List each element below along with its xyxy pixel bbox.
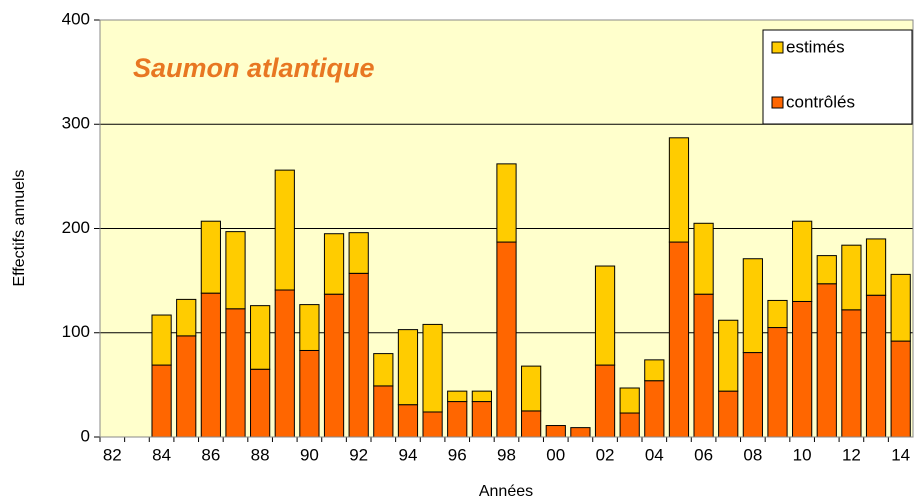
legend-label: contrôlés xyxy=(786,92,855,111)
bar-segment xyxy=(348,232,369,274)
y-tick-label: 0 xyxy=(81,426,90,445)
bar-segment xyxy=(865,238,887,296)
bar-segment xyxy=(521,410,542,438)
bar-segment xyxy=(225,231,246,310)
legend-box xyxy=(762,29,913,125)
bar-segment xyxy=(274,289,295,438)
bar-segment xyxy=(274,169,295,291)
legend-swatch xyxy=(771,96,784,109)
bar-segment xyxy=(176,335,197,438)
bar-segment xyxy=(594,265,616,366)
x-tick-label: 84 xyxy=(152,445,171,464)
bar-segment xyxy=(816,255,837,285)
bar-segment xyxy=(718,390,739,438)
bar-segment xyxy=(742,258,763,354)
bar-segment xyxy=(792,220,813,302)
bar-segment xyxy=(570,427,591,438)
x-tick-label: 06 xyxy=(694,445,713,464)
bar-segment xyxy=(200,220,221,294)
x-tick-label: 04 xyxy=(645,445,664,464)
x-tick-label: 98 xyxy=(497,445,516,464)
bar-segment xyxy=(767,327,788,438)
x-tick-label: 82 xyxy=(103,445,122,464)
plot-border xyxy=(99,19,914,438)
x-tick-label: 90 xyxy=(300,445,319,464)
bar-segment xyxy=(496,163,517,243)
bar-segment xyxy=(323,293,345,438)
bar-segment xyxy=(693,222,714,295)
bar-segment xyxy=(841,309,862,438)
bar-segment xyxy=(250,305,271,370)
chart-title: Saumon atlantique xyxy=(133,53,375,83)
bar-segment xyxy=(644,380,665,438)
bar-segment xyxy=(373,385,394,438)
bar-segment xyxy=(397,329,419,406)
bar-segment xyxy=(816,283,837,438)
bar-segment xyxy=(841,244,862,311)
y-tick-label: 400 xyxy=(62,9,90,28)
bar-segment xyxy=(496,241,517,438)
bar-segment xyxy=(176,298,197,337)
bar-segment xyxy=(619,387,640,414)
bar-segment xyxy=(299,349,320,438)
bar-segment xyxy=(693,293,714,438)
bar-segment xyxy=(718,319,739,392)
bar-segment xyxy=(644,359,665,382)
bar-segment xyxy=(225,308,246,438)
bar-segment xyxy=(865,294,887,438)
bar-segment xyxy=(447,401,468,438)
x-tick-label: 96 xyxy=(448,445,467,464)
bar-segment xyxy=(471,401,492,438)
bar-segment xyxy=(348,272,369,438)
x-tick-label: 00 xyxy=(546,445,565,464)
x-tick-label: 86 xyxy=(201,445,220,464)
bar-segment xyxy=(151,364,172,438)
legend-label: estimés xyxy=(786,37,845,56)
bar-segment xyxy=(299,304,320,351)
bar-segment xyxy=(323,233,345,295)
x-tick-label: 10 xyxy=(793,445,812,464)
bar-segment xyxy=(545,425,566,438)
bar-segment xyxy=(668,241,690,438)
bar-segment xyxy=(250,368,271,438)
bar-segment xyxy=(422,411,443,438)
bar-segment xyxy=(619,412,640,438)
y-axis-label: Effectifs annuels xyxy=(11,169,28,286)
bar-segment xyxy=(471,390,492,403)
x-axis-label: Années xyxy=(479,483,533,500)
x-tick-label: 02 xyxy=(596,445,615,464)
x-tick-label: 94 xyxy=(398,445,417,464)
bar-segment xyxy=(890,340,911,438)
bar-segment xyxy=(200,292,221,438)
legend-swatch xyxy=(771,41,784,54)
bar-segment xyxy=(742,352,763,438)
y-tick-label: 200 xyxy=(62,218,90,237)
bar-segment xyxy=(668,137,690,243)
x-tick-label: 12 xyxy=(842,445,861,464)
bar-segment xyxy=(767,299,788,329)
y-tick-label: 100 xyxy=(62,322,90,341)
bar-segment xyxy=(422,323,443,413)
bar-segment xyxy=(447,390,468,403)
y-tick-label: 300 xyxy=(62,114,90,133)
x-tick-label: 88 xyxy=(251,445,270,464)
x-tick-label: 14 xyxy=(891,445,910,464)
bar-segment xyxy=(521,365,542,412)
bar-segment xyxy=(792,300,813,438)
x-tick-label: 08 xyxy=(743,445,762,464)
bar-segment xyxy=(373,353,394,387)
bar-segment xyxy=(594,364,616,438)
bar-segment xyxy=(890,273,911,342)
x-tick-label: 92 xyxy=(349,445,368,464)
bar-segment xyxy=(151,314,172,366)
bar-segment xyxy=(397,404,419,438)
